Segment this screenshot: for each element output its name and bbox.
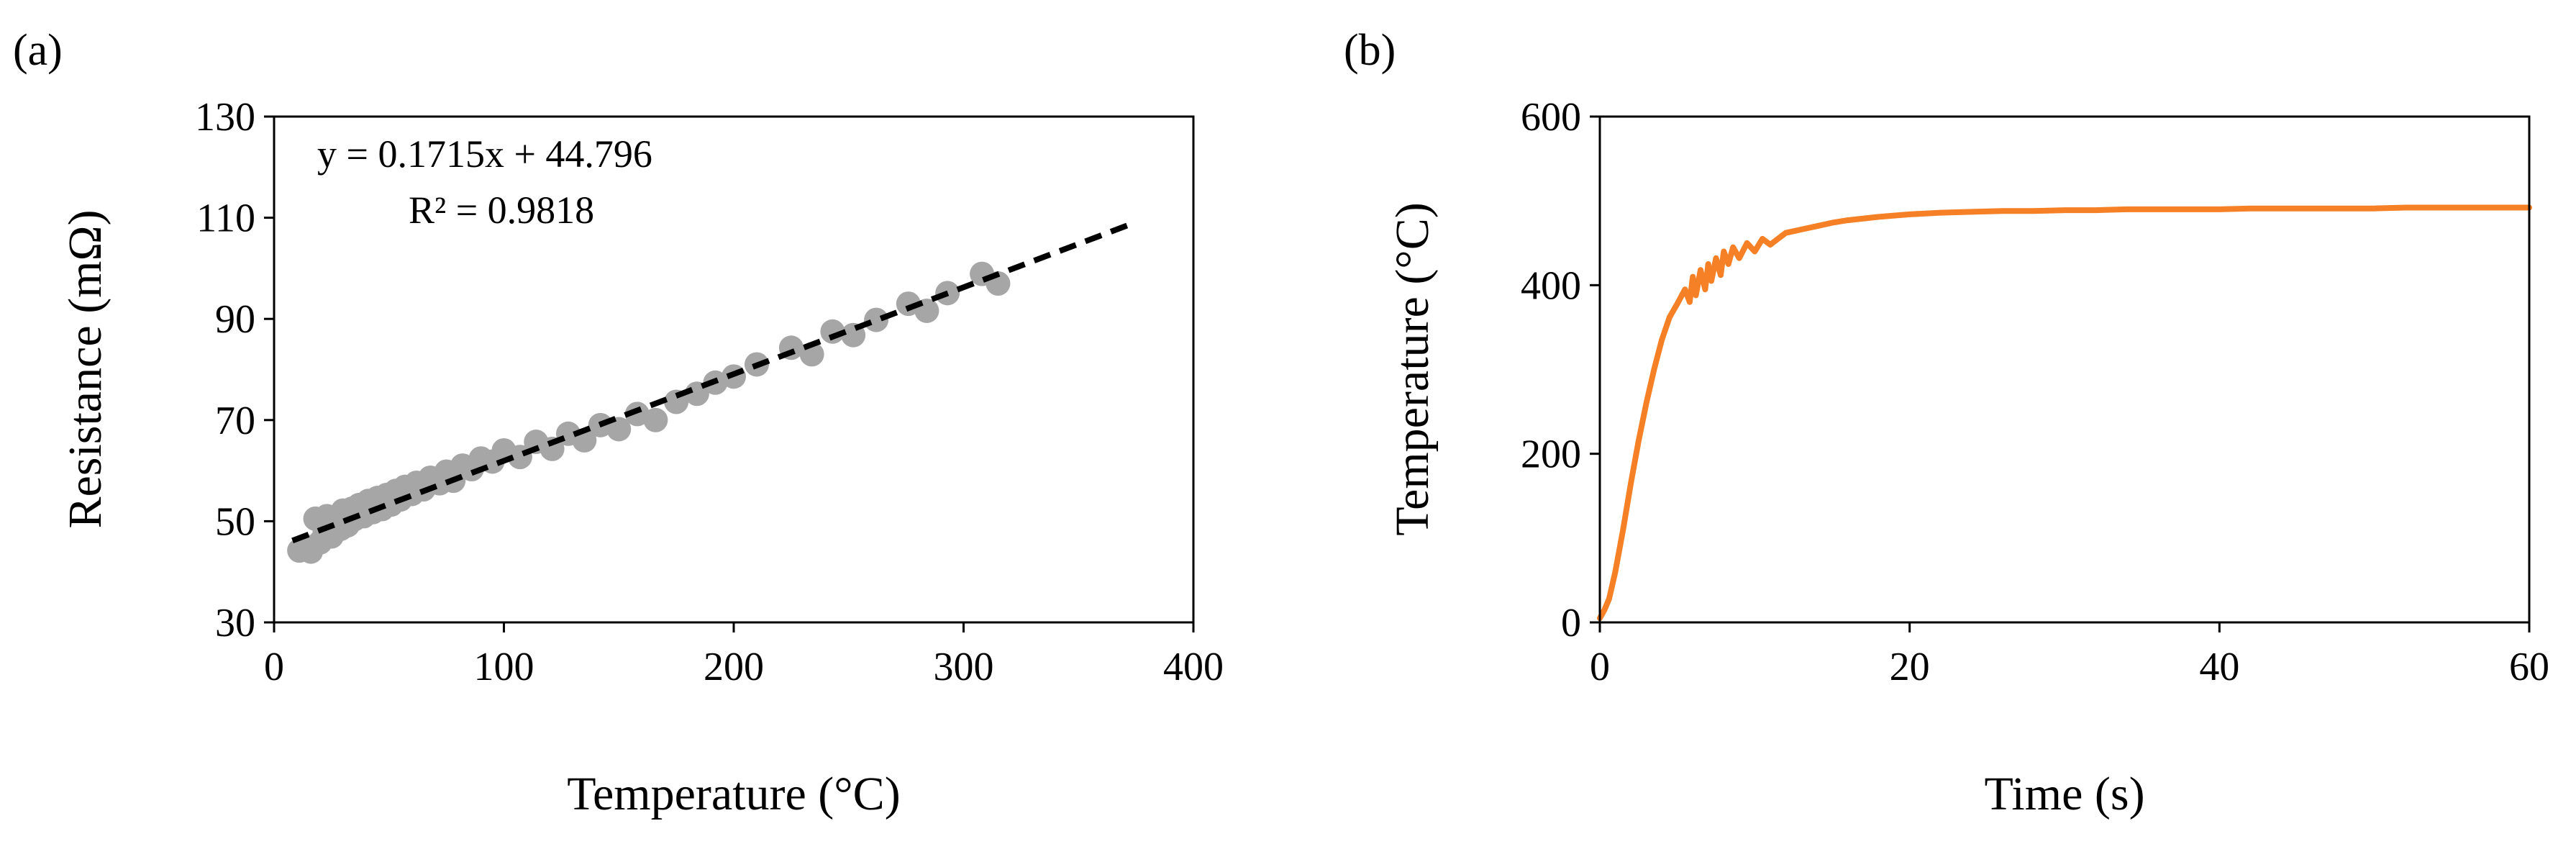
- a-scatter-point: [624, 401, 650, 427]
- b-line-group: [1597, 204, 2532, 622]
- b-x-tick-label: 20: [1890, 645, 1930, 689]
- a-scatter-points: [287, 261, 1011, 564]
- panel-b-label: (b): [1344, 26, 1396, 75]
- a-x-tick-label: 400: [1163, 645, 1224, 689]
- a-plot-frame: [273, 115, 1195, 624]
- b-y-tick-label: 0: [1561, 601, 1581, 645]
- b-y-tick-label: 400: [1521, 263, 1581, 308]
- a-x-tick-label: 100: [474, 645, 534, 689]
- a-trendline-group: [291, 222, 1130, 544]
- a-x-axis-ticks: 0 100 200 300 400: [264, 622, 1224, 689]
- a-scatter-point: [643, 407, 668, 432]
- a-y-tick-label: 110: [196, 196, 255, 241]
- b-x-tick-label: 60: [2509, 645, 2549, 689]
- b-plot-frame: [1598, 115, 2531, 624]
- a-scatter-point: [606, 417, 632, 442]
- b-x-tick-label: 40: [2199, 645, 2239, 689]
- b-series-line: [1597, 204, 2532, 622]
- panel-a: (a) 30 50 70 90 110 130 0 100 200 300 400 y = 0.1…: [13, 26, 1224, 820]
- panel-b: (b) 0 200 400 600 0 20 40 60 Time (s) Temperat…: [1344, 26, 2549, 820]
- a-equation-annotation: y = 0.1715x + 44.796: [317, 132, 652, 176]
- a-y-tick-label: 70: [215, 399, 255, 443]
- a-r2-annotation: R² = 0.9818: [409, 189, 594, 232]
- a-x-tick-label: 0: [264, 645, 284, 689]
- a-x-axis-label: Temperature (°C): [567, 768, 900, 820]
- a-scatter-point: [820, 319, 845, 344]
- b-y-tick-label: 200: [1521, 432, 1581, 477]
- a-scatter-point: [896, 291, 921, 317]
- a-y-tick-label: 130: [195, 95, 255, 140]
- b-y-tick-label: 600: [1521, 95, 1581, 140]
- b-y-axis-label: Temperature (°C): [1386, 202, 1439, 535]
- a-y-tick-label: 30: [215, 601, 255, 645]
- a-trendline: [291, 222, 1130, 544]
- a-y-axis-ticks: 30 50 70 90 110 130: [195, 95, 274, 645]
- panel-a-label: (a): [13, 26, 63, 75]
- b-x-tick-label: 0: [1590, 645, 1610, 689]
- a-scatter-point: [864, 307, 889, 332]
- a-y-tick-label: 50: [215, 499, 255, 544]
- a-x-tick-label: 200: [704, 645, 764, 689]
- a-y-tick-label: 90: [215, 297, 255, 342]
- a-x-tick-label: 300: [934, 645, 994, 689]
- b-x-axis-label: Time (s): [1984, 768, 2144, 820]
- a-y-axis-label: Resistance (mΩ): [59, 209, 111, 528]
- b-x-axis-ticks: 0 20 40 60: [1590, 622, 2549, 689]
- b-y-axis-ticks: 0 200 400 600: [1521, 95, 1600, 645]
